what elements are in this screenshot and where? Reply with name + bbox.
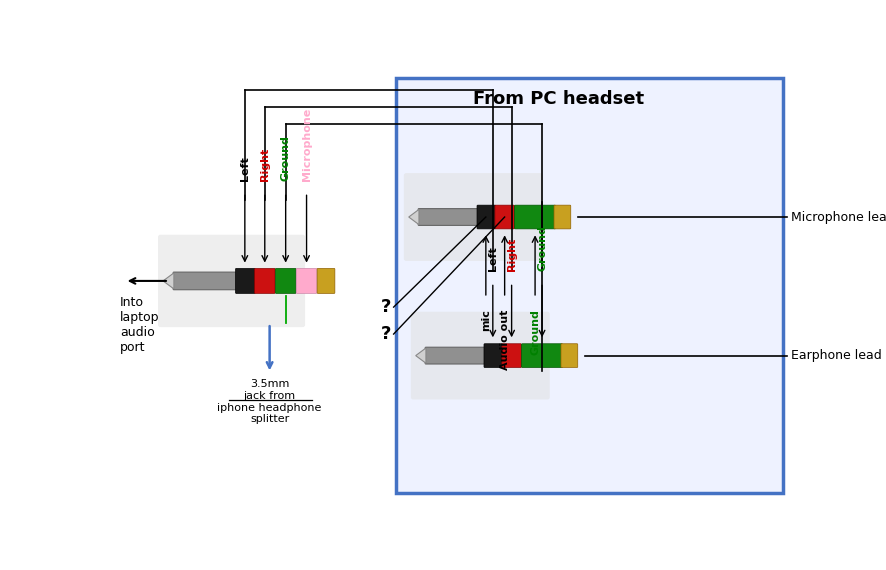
Text: Right: Right (260, 148, 269, 181)
Text: Microphone: Microphone (301, 108, 312, 181)
FancyBboxPatch shape (254, 268, 275, 294)
FancyBboxPatch shape (158, 235, 305, 327)
FancyBboxPatch shape (276, 268, 296, 294)
Polygon shape (416, 348, 426, 363)
FancyBboxPatch shape (554, 205, 571, 229)
Text: Left: Left (240, 156, 250, 181)
FancyBboxPatch shape (477, 205, 495, 229)
Text: Earphone lead: Earphone lead (791, 349, 882, 362)
FancyBboxPatch shape (418, 209, 484, 225)
FancyBboxPatch shape (404, 173, 543, 261)
Text: From PC headset: From PC headset (473, 90, 644, 108)
FancyBboxPatch shape (522, 344, 563, 368)
Text: Into
laptop
audio
port: Into laptop audio port (120, 296, 159, 355)
FancyBboxPatch shape (411, 312, 549, 400)
FancyBboxPatch shape (236, 268, 255, 294)
FancyBboxPatch shape (484, 344, 502, 368)
FancyBboxPatch shape (296, 268, 317, 294)
FancyBboxPatch shape (396, 78, 783, 494)
Text: Ground: Ground (537, 225, 547, 271)
Polygon shape (408, 209, 419, 225)
Text: 3.5mm
jack from
iphone headphone
splitter: 3.5mm jack from iphone headphone splitte… (217, 380, 322, 424)
Text: Right: Right (507, 238, 517, 271)
Text: Left: Left (488, 246, 498, 271)
FancyBboxPatch shape (515, 205, 556, 229)
Text: Ground: Ground (530, 310, 540, 355)
Text: ?: ? (381, 325, 391, 343)
FancyBboxPatch shape (173, 272, 243, 290)
Polygon shape (163, 273, 174, 289)
Text: ?: ? (381, 298, 391, 316)
Text: Ground: Ground (281, 135, 291, 181)
Text: Microphone lead: Microphone lead (791, 210, 886, 223)
FancyBboxPatch shape (317, 268, 335, 294)
FancyBboxPatch shape (501, 344, 521, 368)
Text: mic: mic (481, 310, 491, 331)
FancyBboxPatch shape (425, 347, 491, 364)
FancyBboxPatch shape (495, 205, 515, 229)
FancyBboxPatch shape (561, 344, 578, 368)
Text: Audio out: Audio out (500, 310, 509, 370)
